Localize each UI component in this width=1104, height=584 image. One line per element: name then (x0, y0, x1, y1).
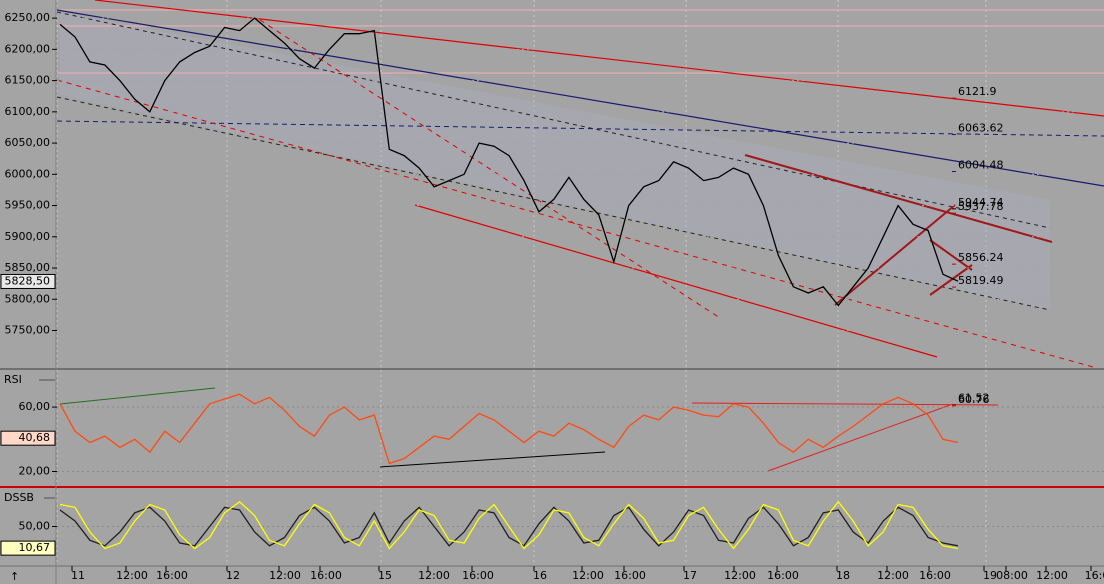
y-tick-label: 5950,00 (5, 199, 51, 212)
y-tick-label: 50,00 (19, 520, 51, 533)
x-tick-label: 16:00 (614, 569, 646, 582)
panel-title: RSI (4, 373, 22, 386)
y-tick-label: 5800,00 (5, 292, 51, 305)
y-tick-label: 5750,00 (5, 324, 51, 337)
series-line (59, 506, 959, 547)
x-tick-label: 16:00 (919, 569, 951, 582)
level-label: 5937.78 (958, 200, 1004, 213)
y-tick-label: 6250,00 (5, 11, 51, 24)
level-label: 5944.74 (958, 196, 1004, 209)
current-value-box (0, 273, 56, 289)
trend-line (929, 239, 973, 271)
current-value-box (0, 430, 56, 446)
trend-line (929, 264, 973, 296)
level-label: 60.76 (958, 393, 990, 406)
x-tick-label: 18 (836, 569, 850, 582)
channel-shade (60, 12, 1050, 310)
x-tick-label: 12:00 (572, 569, 604, 582)
trend-line (56, 79, 1104, 371)
level-label: 5856.24 (958, 251, 1004, 264)
y-tick-label: 5900,00 (5, 230, 51, 243)
trend-line (414, 204, 938, 358)
trend-line (744, 154, 1053, 243)
y-tick-label: 6100,00 (5, 105, 51, 118)
arrow (379, 451, 606, 468)
x-tick-label: 11 (71, 569, 85, 582)
x-tick-label: 12:00 (1036, 569, 1068, 582)
level-label: 6004.48 (958, 159, 1004, 172)
y-tick-label: 60,00 (19, 400, 51, 413)
trend-line (691, 402, 999, 406)
trend-line (56, 120, 1104, 137)
trend-line (56, 9, 1104, 187)
level-label: 6063.62 (958, 122, 1004, 135)
arrow (59, 387, 216, 405)
x-tick-label: 16:00 (767, 569, 799, 582)
current-value-box (0, 540, 56, 556)
x-tick-label: 12:00 (724, 569, 756, 582)
current-value-label: 40,68 (19, 431, 51, 444)
level-label: 5819.49 (958, 274, 1004, 287)
current-value-label: 10,67 (19, 541, 51, 554)
x-tick-label: 12:00 (269, 569, 301, 582)
x-tick-label: 12:00 (116, 569, 148, 582)
x-tick-label: 12 (226, 569, 240, 582)
y-tick-label: 6050,00 (5, 136, 51, 149)
trend-line (56, 96, 1051, 311)
x-tick-label: 16:00 (310, 569, 342, 582)
trend-line (259, 19, 721, 319)
y-tick-label: 20,00 (19, 465, 51, 478)
trend-line (767, 404, 951, 472)
x-tick-label: 19 (983, 569, 997, 582)
level-label: 6121.9 (958, 85, 997, 98)
y-tick-label: 6000,00 (5, 167, 51, 180)
trend-line (94, 0, 1104, 117)
x-tick-label: 16:0 (1085, 569, 1104, 582)
series-line (59, 393, 959, 465)
y-tick-label: 6150,00 (5, 74, 51, 87)
panel-title: DSSB (4, 491, 34, 504)
corner-mark: ↑ (10, 570, 19, 583)
trend-lines (56, 0, 1104, 472)
y-tick-label: 5850,00 (5, 261, 51, 274)
trend-line (834, 204, 956, 306)
x-tick-label: 16:00 (156, 569, 188, 582)
series-line (59, 500, 959, 550)
x-tick-label: 16 (533, 569, 547, 582)
x-tick-label: 12:00 (418, 569, 450, 582)
x-tick-label: 17 (683, 569, 697, 582)
y-tick-label: 6200,00 (5, 42, 51, 55)
current-value-label: 5828,50 (5, 274, 51, 287)
level-label: 61.52 (958, 392, 990, 405)
x-tick-label: 16:00 (462, 569, 494, 582)
trend-line (56, 11, 1051, 229)
x-tick-label: 15 (378, 569, 392, 582)
x-tick-label: 12:00 (877, 569, 909, 582)
series-line (59, 17, 959, 307)
x-tick-label: 08:00 (996, 569, 1028, 582)
